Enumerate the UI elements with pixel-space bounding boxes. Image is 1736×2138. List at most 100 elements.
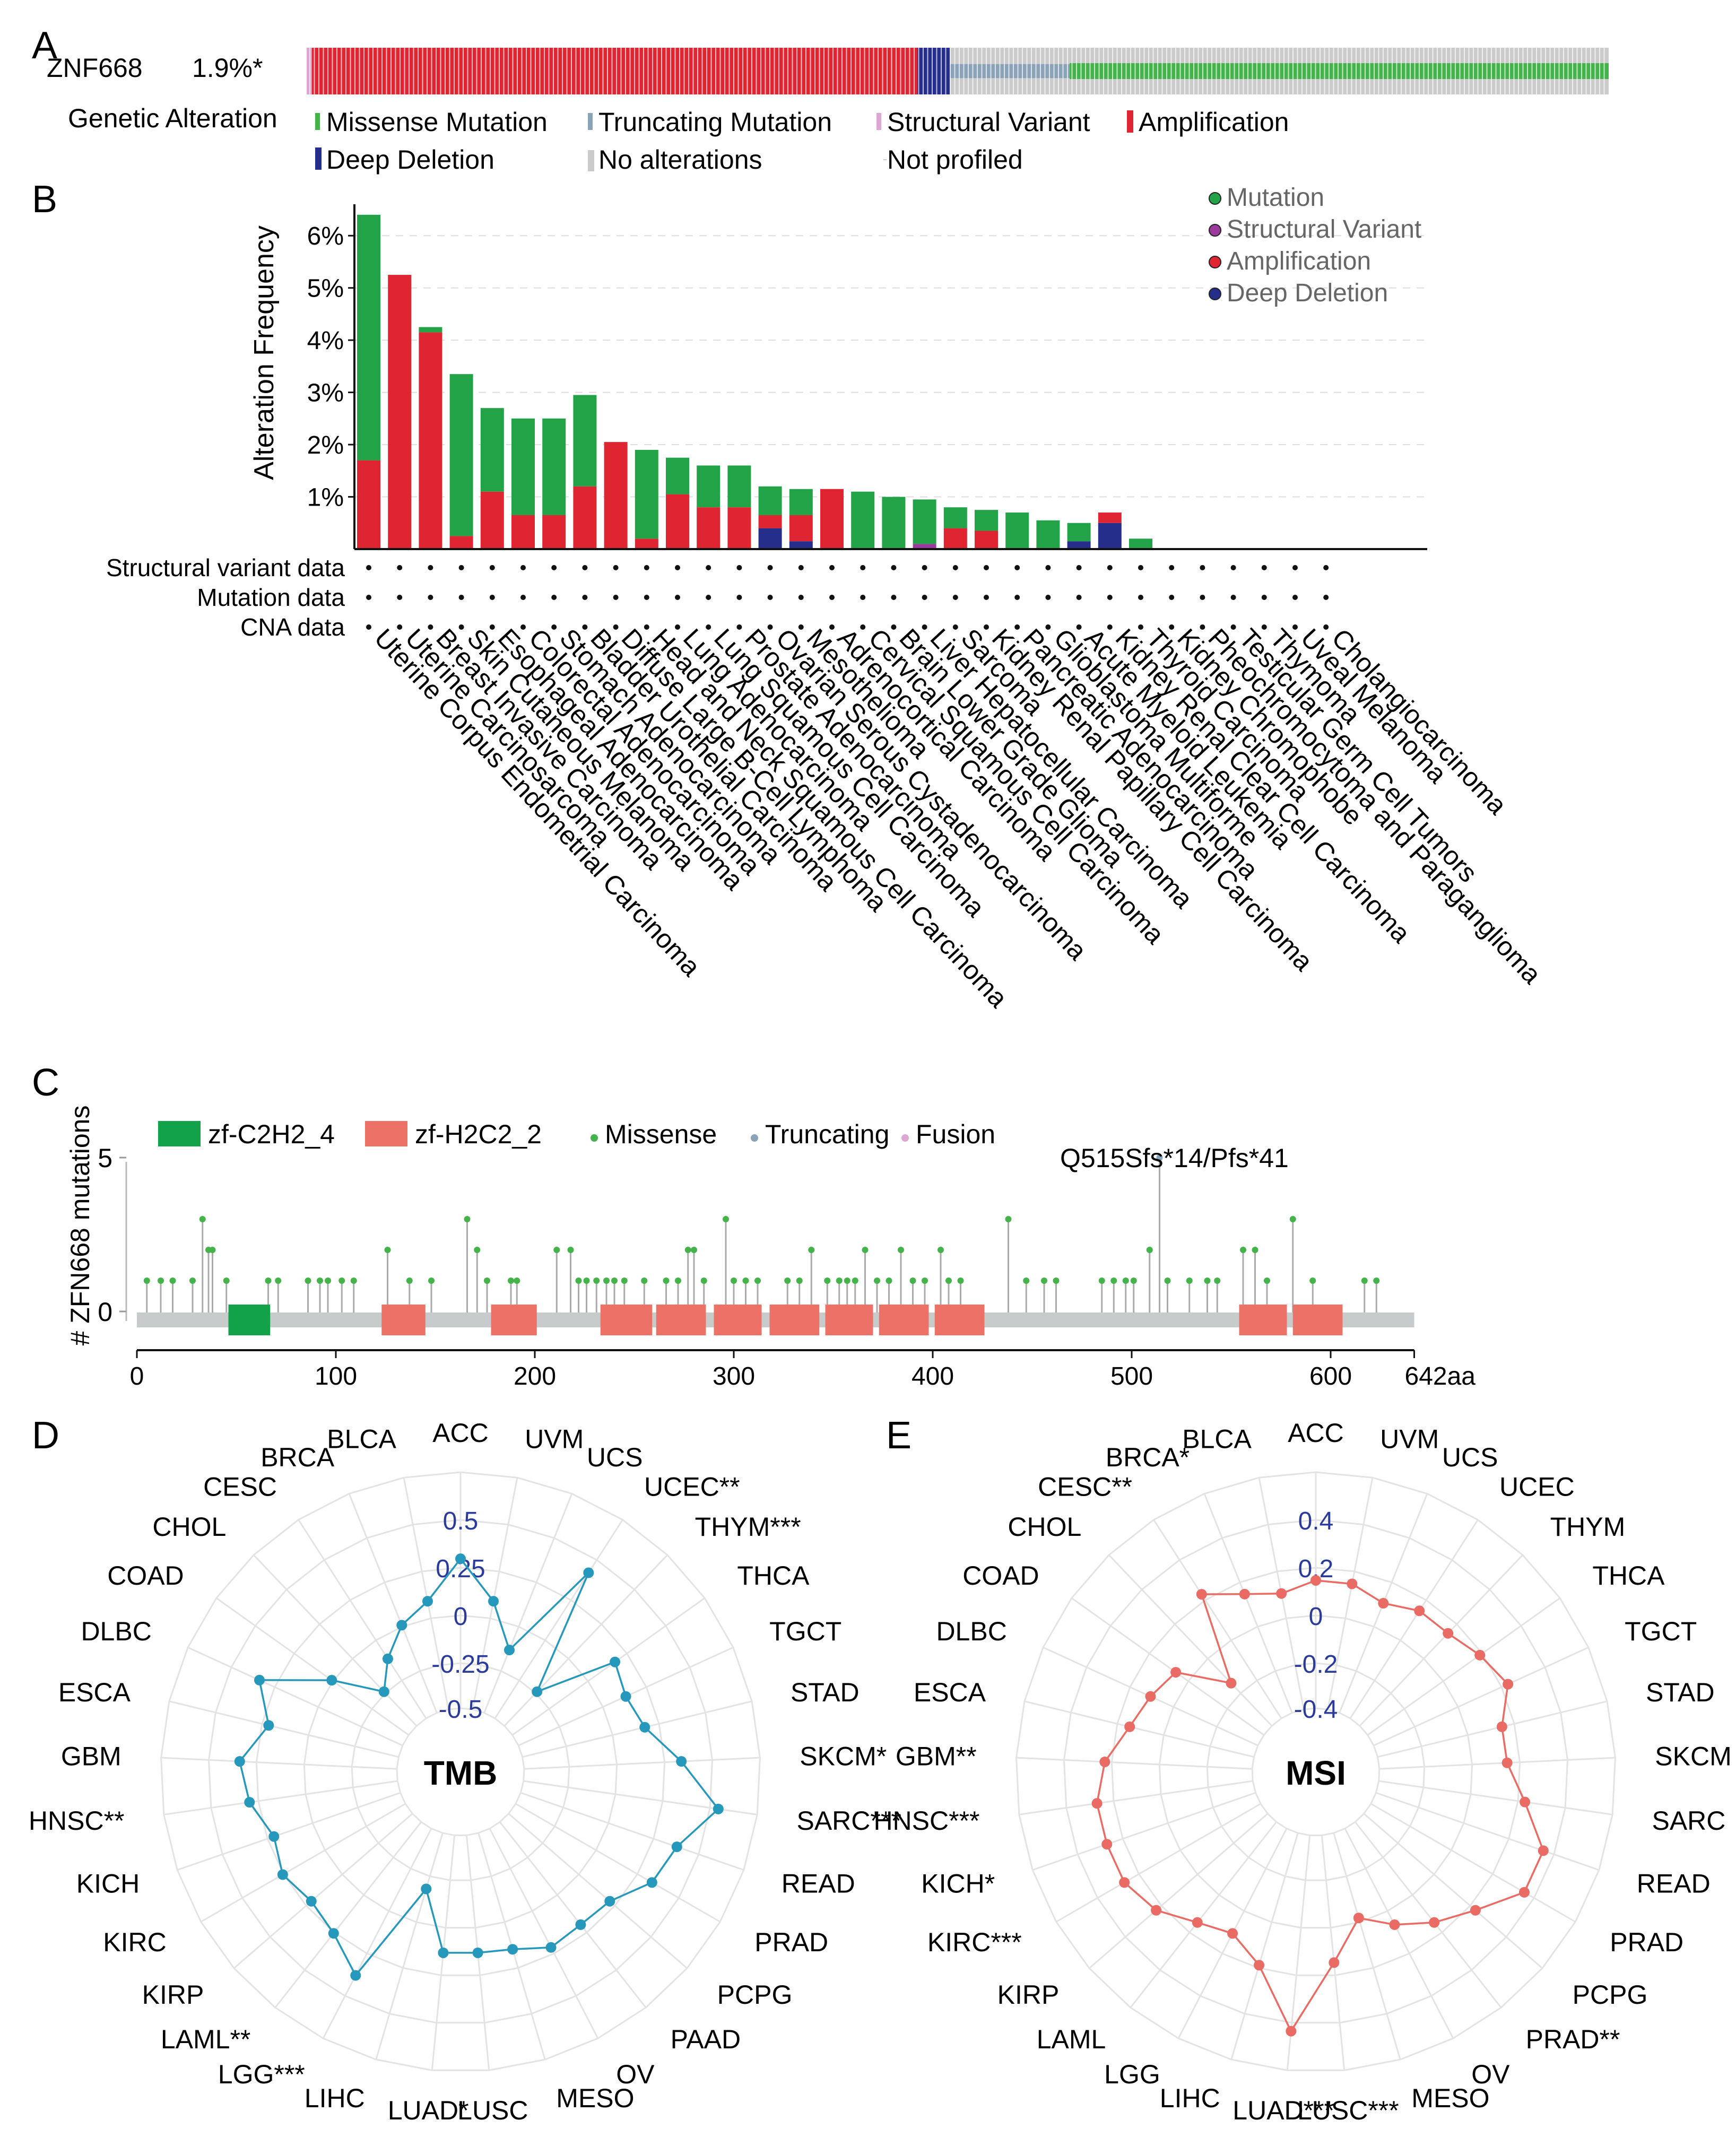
radar-point: [328, 1928, 339, 1939]
availability-dot: [1076, 565, 1082, 570]
mutation-marker-missense: [199, 1216, 206, 1222]
radar-spoke: [508, 1813, 688, 1969]
availability-dot: [428, 565, 433, 570]
mutation-marker-missense: [158, 1277, 164, 1284]
availability-dot: [489, 624, 495, 630]
radar-spoke: [298, 1519, 427, 1719]
availability-dot: [366, 595, 371, 600]
radar-spoke: [483, 1493, 573, 1714]
availability-dot: [1107, 595, 1113, 600]
radar-spoke: [522, 1700, 752, 1758]
radar-category-label: ACC: [1288, 1418, 1344, 1448]
legend-swatch-no-alterations: [588, 150, 594, 171]
radar-category-label: UVM: [1380, 1424, 1439, 1454]
mutation-marker-missense: [862, 1247, 869, 1253]
legend-swatch-not-profiled: [883, 159, 887, 160]
availability-dot: [428, 624, 433, 630]
legend-label-truncating: Truncating Mutation: [598, 107, 832, 137]
domain-zf-h2c2-2: [714, 1305, 762, 1335]
radar-spoke: [1379, 1757, 1616, 1770]
domain-zf-h2c2-2: [769, 1305, 820, 1335]
radar-ring: [1158, 1614, 1473, 1929]
mutation-marker-missense: [1146, 1247, 1153, 1253]
radar-spoke: [169, 1700, 399, 1758]
bar-axes: [353, 204, 1427, 550]
legend-marker: [1209, 288, 1221, 300]
mutation-marker-missense: [464, 1216, 471, 1222]
bar-deep-deletion: [1067, 541, 1091, 549]
radar-tick-label: 0.5: [443, 1507, 479, 1535]
radar-tick-label: 0: [454, 1603, 468, 1631]
y-tick-label: 4%: [307, 327, 344, 355]
legend-swatch-missense: [315, 113, 320, 130]
radar-spoke: [1203, 1493, 1293, 1714]
radar-point: [1378, 1598, 1389, 1609]
radar-spoke: [1363, 1813, 1543, 1969]
gene-name: ZNF668: [47, 53, 143, 83]
radar-spoke: [253, 1554, 418, 1727]
radar-spoke: [375, 1832, 444, 2060]
availability-dot: [1014, 624, 1020, 630]
radar-category-label: LUAD***: [1232, 2096, 1334, 2125]
bar-amplification: [604, 442, 628, 549]
legend-label: Deep Deletion: [1227, 279, 1388, 307]
gene-alteration-percent: 1.9%*: [192, 53, 263, 83]
availability-dot: [891, 595, 897, 600]
legend-label: Mutation: [1227, 184, 1324, 212]
availability-dot: [798, 624, 804, 630]
radar-category-label: OV: [1471, 2059, 1510, 2089]
bar-mutation: [975, 510, 998, 531]
radar-point: [1254, 1960, 1265, 1971]
panel-label-b: B: [32, 178, 57, 221]
radar-spoke: [1055, 1803, 1261, 1923]
availability-dot: [1045, 595, 1051, 600]
radar-point: [306, 1896, 317, 1907]
legend-swatch-zf-c2h2: [158, 1121, 201, 1146]
radar-spoke: [1108, 1554, 1273, 1727]
mutation-marker-missense: [784, 1277, 791, 1284]
availability-dot: [644, 624, 649, 630]
availability-dot: [1107, 624, 1113, 630]
availability-dot: [520, 595, 526, 600]
availability-dot: [613, 595, 619, 600]
radar-point: [254, 1674, 265, 1685]
radar-category-label: BLCA: [1182, 1424, 1252, 1454]
availability-dot: [706, 565, 711, 570]
radar-category-label: LGG: [1104, 2059, 1160, 2089]
domain-zf-c2h2-4: [228, 1305, 271, 1335]
availability-dot: [1014, 595, 1020, 600]
bar-legend: Mutation Structural Variant Amplification D…: [1209, 184, 1421, 307]
radar-point: [1538, 1845, 1549, 1856]
bar-mutation: [913, 499, 936, 544]
panel-label-e: E: [886, 1414, 912, 1457]
radar-category-label: LUSC: [457, 2096, 528, 2125]
mutation-marker-missense: [1214, 1277, 1221, 1284]
panel-label-a: A: [32, 24, 57, 67]
radar-category-label: COAD: [962, 1561, 1039, 1591]
radar-ring: [255, 1567, 666, 1976]
radar-point: [1470, 1905, 1481, 1916]
bar-mutation: [789, 489, 813, 515]
radar-category-label: THCA: [1592, 1561, 1665, 1591]
legend-swatch-truncating: [588, 113, 593, 130]
radar-ring: [1206, 1662, 1426, 1881]
mutation-marker-missense: [874, 1277, 880, 1284]
bar-amplification: [758, 515, 782, 528]
radar-category-label: PRAD: [754, 1927, 828, 1957]
lollipop-x-tick-label: 400: [912, 1362, 954, 1390]
radar-point: [1501, 1757, 1513, 1768]
availability-dot: [1107, 565, 1113, 570]
mutation-marker-missense: [406, 1277, 413, 1284]
radar-point: [1226, 1678, 1237, 1689]
mutation-marker-missense: [1005, 1216, 1012, 1222]
legend-marker: [1209, 192, 1221, 205]
radar-spoke: [348, 1493, 438, 1714]
radar-point: [422, 1596, 433, 1607]
availability-dot: [798, 595, 804, 600]
mutation-marker-missense: [723, 1216, 729, 1222]
radar-spoke: [200, 1803, 406, 1923]
mutation-marker-missense: [1186, 1277, 1193, 1284]
radar-category-label: DLBC: [81, 1616, 151, 1646]
radar-category-label: UVM: [525, 1424, 584, 1454]
track-segment-deep_deletion: [917, 48, 950, 94]
